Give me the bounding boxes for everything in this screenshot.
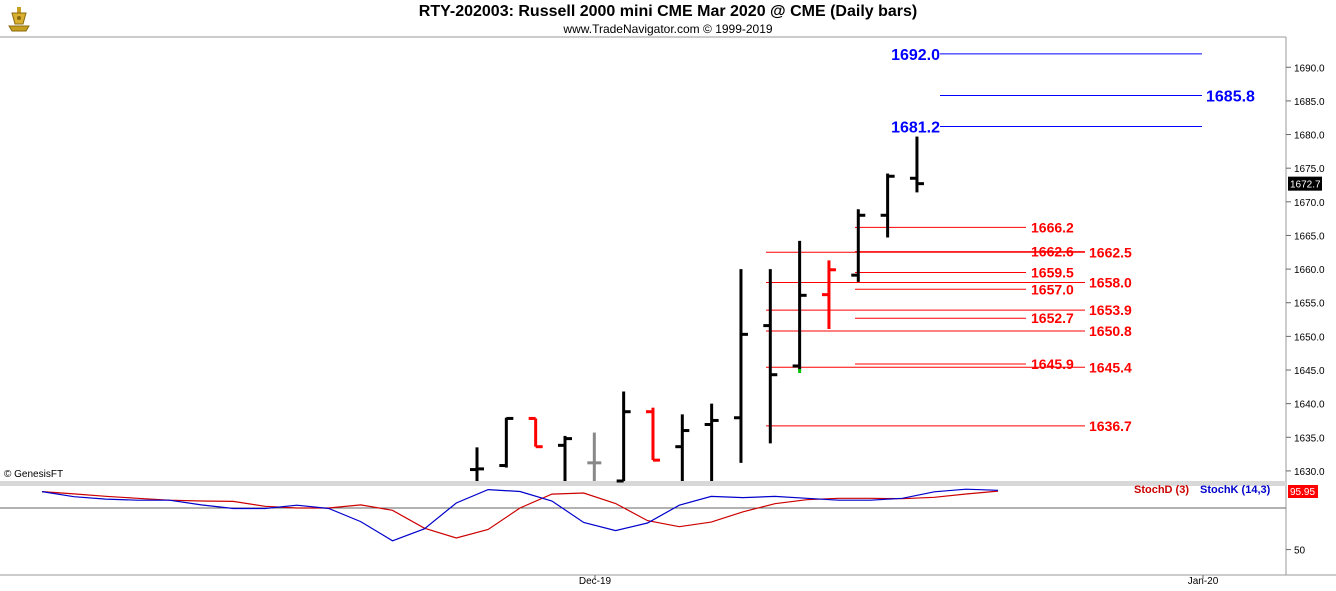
red-level-label: 1645.9 [1031, 356, 1074, 372]
stochastic-panel: StochD (3) StochK (14,3) 50 95.95 Dec-19 Jan-… [41, 484, 1318, 587]
chart-subtitle: www.TradeNavigator.com © 1999-2019 [563, 22, 773, 36]
watermark: © GenesisFT [4, 469, 64, 480]
red-level-label: 1645.4 [1089, 359, 1132, 375]
red-level-label: 1653.9 [1089, 302, 1132, 318]
time-tick-label: Dec-19 [579, 576, 612, 587]
logo-icon [4, 4, 34, 34]
price-tick-label: 1675.0 [1294, 164, 1325, 175]
price-axis: 1630.0 1635.0 1640.0 1645.0 1650.0 1655.0 1660… [1286, 63, 1325, 478]
chart-frame [0, 36, 1336, 576]
red-level-label: 1659.5 [1031, 264, 1074, 280]
price-tick-label: 1670.0 [1294, 198, 1325, 209]
price-tick-label: 1655.0 [1294, 299, 1325, 310]
panel-separator [0, 481, 1286, 486]
price-tick-label: 1650.0 [1294, 332, 1325, 343]
legend-stochk: StochK (14,3) [1200, 484, 1271, 496]
red-level-label: 1666.2 [1031, 219, 1074, 235]
stochk-line [41, 488, 999, 542]
red-level-label: 1662.5 [1089, 244, 1132, 260]
signal-marker [798, 369, 802, 373]
ohlc-bars [470, 136, 924, 483]
red-level-label: 1662.6 [1031, 244, 1074, 260]
red-level-label: 1636.7 [1089, 418, 1132, 434]
blue-level-label: 1685.8 [1206, 89, 1255, 106]
price-tick-label: 1660.0 [1294, 265, 1325, 276]
price-tick-label: 1635.0 [1294, 433, 1325, 444]
price-tick-label: 1690.0 [1294, 63, 1325, 74]
price-tick-label: 1645.0 [1294, 366, 1325, 377]
legend-stochd: StochD (3) [1134, 484, 1189, 496]
price-levels: 1692.0 1685.8 1681.2 1666.2 1662.6 1662.5 1659… [766, 47, 1255, 434]
price-tick-label: 1630.0 [1294, 467, 1325, 478]
stoch-tick-label: 50 [1294, 546, 1306, 557]
red-level-label: 1658.0 [1089, 275, 1132, 291]
price-tick-label: 1685.0 [1294, 97, 1325, 108]
red-level-label: 1657.0 [1031, 281, 1074, 297]
red-level-label: 1652.7 [1031, 310, 1074, 326]
price-tick-label: 1640.0 [1294, 400, 1325, 411]
blue-level-label: 1681.2 [891, 119, 940, 136]
stochd-line [41, 490, 999, 539]
chart-title: RTY-202003: Russell 2000 mini CME Mar 20… [418, 3, 918, 20]
red-level-label: 1650.8 [1089, 323, 1132, 339]
last-price-badge [1288, 176, 1322, 191]
stoch-value-label: 95.95 [1290, 487, 1315, 498]
stoch-value-badge [1288, 485, 1318, 498]
blue-level-label: 1692.0 [891, 47, 940, 64]
time-tick-label: Jan-20 [1188, 576, 1219, 587]
last-price-label: 1672.7 [1290, 180, 1321, 191]
price-tick-label: 1680.0 [1294, 131, 1325, 142]
price-tick-label: 1665.0 [1294, 231, 1325, 242]
